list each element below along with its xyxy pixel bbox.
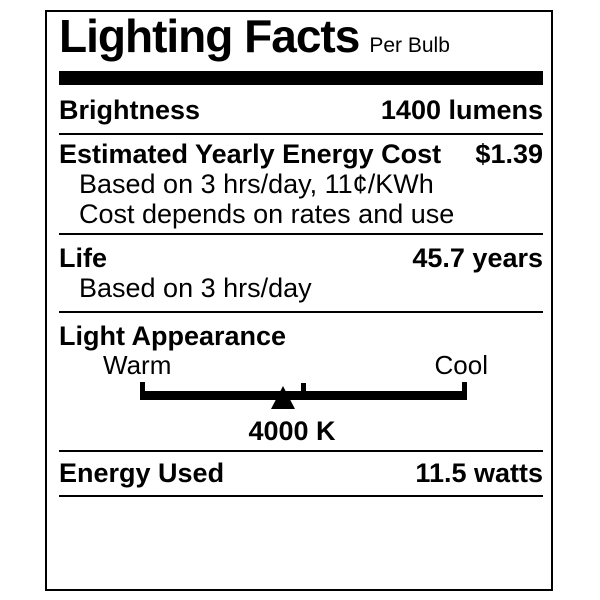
label-header: Lighting Facts Per Bulb bbox=[59, 12, 543, 60]
scale-cool-label: Cool bbox=[434, 350, 488, 380]
energy-cost-row: Estimated Yearly Energy Cost $1.39 bbox=[59, 139, 543, 169]
brightness-row: Brightness 1400 lumens bbox=[59, 85, 543, 133]
scale-right-cap bbox=[462, 382, 467, 400]
life-section: Life 45.7 years Based on 3 hrs/day bbox=[59, 235, 543, 311]
divider bbox=[59, 450, 543, 452]
life-value: 45.7 years bbox=[412, 243, 543, 273]
scale-endpoint-labels: Warm Cool bbox=[59, 351, 543, 379]
scale-warm-label: Warm bbox=[103, 350, 172, 380]
scale-tick bbox=[301, 383, 306, 400]
energy-used-label: Energy Used bbox=[59, 458, 225, 488]
energy-cost-section: Estimated Yearly Energy Cost $1.39 Based… bbox=[59, 135, 543, 233]
energy-cost-label: Estimated Yearly Energy Cost bbox=[59, 139, 442, 169]
divider bbox=[59, 495, 543, 497]
divider bbox=[59, 133, 543, 135]
marker-triangle-icon bbox=[271, 386, 295, 409]
energy-cost-note-basis: Based on 3 hrs/day, 11¢/KWh bbox=[79, 169, 434, 199]
label-subtitle: Per Bulb bbox=[369, 34, 450, 57]
brightness-label: Brightness bbox=[59, 95, 201, 125]
life-row: Life 45.7 years bbox=[59, 243, 543, 273]
scale-left-cap bbox=[140, 382, 145, 400]
kelvin-row: 4000 K bbox=[59, 416, 543, 446]
life-note-basis: Based on 3 hrs/day bbox=[79, 273, 312, 303]
light-appearance-label: Light Appearance bbox=[59, 321, 287, 351]
energy-used-value: 11.5 watts bbox=[415, 458, 543, 488]
brightness-value: 1400 lumens bbox=[380, 95, 543, 125]
energy-cost-note-disclaimer: Cost depends on rates and use bbox=[79, 199, 455, 229]
color-temperature-scale bbox=[140, 382, 467, 409]
energy-used-row: Energy Used 11.5 watts bbox=[59, 452, 543, 495]
light-appearance-section: Light Appearance Warm Cool 4000 K bbox=[59, 313, 543, 450]
kelvin-value: 4000 K bbox=[248, 416, 336, 446]
header-rule-bar bbox=[59, 71, 543, 85]
divider bbox=[59, 311, 543, 313]
label-title: Lighting Facts bbox=[59, 10, 360, 62]
light-appearance-heading-row: Light Appearance bbox=[59, 321, 543, 351]
lighting-facts-label: Lighting Facts Per Bulb Brightness 1400 … bbox=[45, 10, 553, 591]
life-label: Life bbox=[59, 243, 108, 273]
divider bbox=[59, 233, 543, 235]
energy-cost-value: $1.39 bbox=[475, 139, 543, 169]
